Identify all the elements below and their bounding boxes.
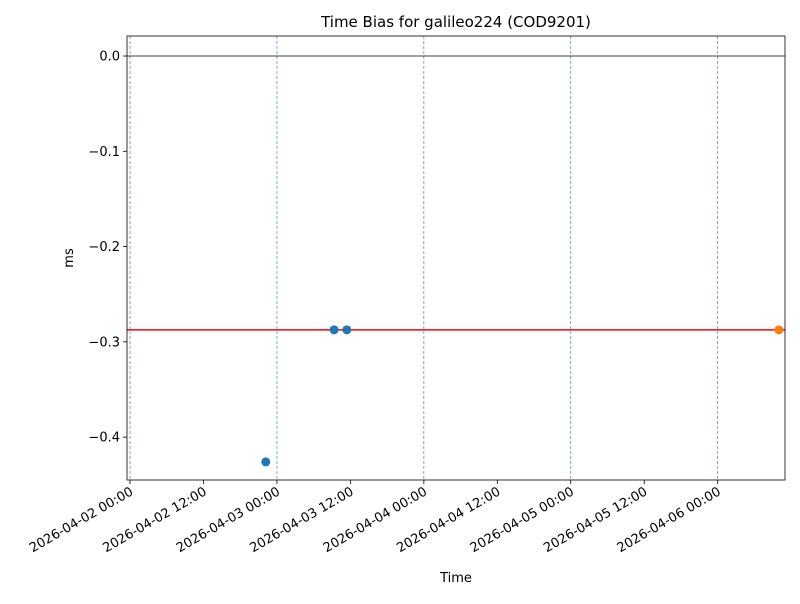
point [342,325,352,335]
y-tick-label: −0.2 [88,240,120,255]
y-axis-label: ms [62,248,77,268]
point [774,325,784,335]
point [261,457,271,467]
y-tick-label: −0.4 [88,431,120,446]
x-axis-label: Time [439,571,472,586]
point [329,325,339,335]
plot-frame [126,35,786,481]
y-tick-label: −0.1 [88,145,120,160]
chart-title: Time Bias for galileo224 (COD9201) [320,13,591,31]
y-tick-label: 0.0 [99,50,120,65]
y-tick-label: −0.3 [88,335,120,350]
